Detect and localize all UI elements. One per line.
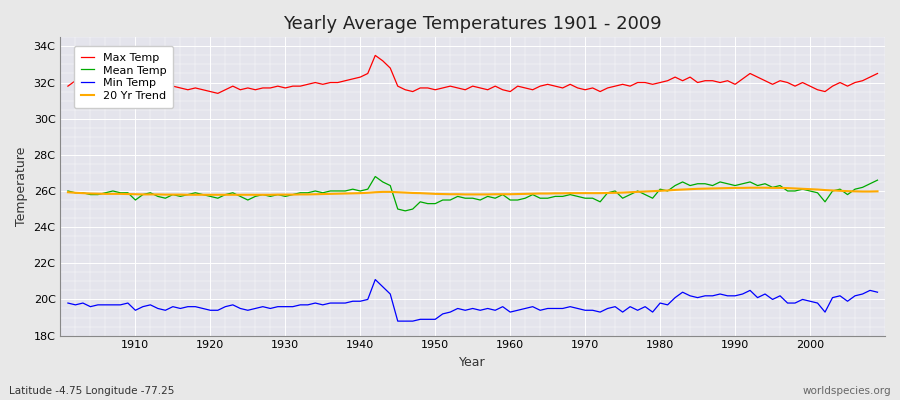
Mean Temp: [512, 198, 523, 202]
Min Temp: [520, 306, 531, 311]
Mean Temp: [287, 192, 298, 197]
Line: Min Temp: Min Temp: [68, 280, 878, 321]
Max Temp: [295, 84, 306, 88]
Line: Mean Temp: Mean Temp: [68, 176, 878, 211]
Mean Temp: [332, 188, 343, 193]
20 Yr Trend: [602, 190, 613, 195]
Legend: Max Temp, Mean Temp, Min Temp, 20 Yr Trend: Max Temp, Mean Temp, Min Temp, 20 Yr Tre…: [74, 46, 174, 108]
Min Temp: [370, 277, 381, 282]
20 Yr Trend: [512, 192, 523, 196]
20 Yr Trend: [744, 185, 755, 190]
Min Temp: [872, 290, 883, 295]
Mean Temp: [872, 178, 883, 182]
Text: Latitude -4.75 Longitude -77.25: Latitude -4.75 Longitude -77.25: [9, 386, 175, 396]
20 Yr Trend: [122, 192, 133, 196]
Y-axis label: Temperature: Temperature: [15, 147, 28, 226]
20 Yr Trend: [295, 192, 306, 197]
Title: Yearly Average Temperatures 1901 - 2009: Yearly Average Temperatures 1901 - 2009: [284, 15, 662, 33]
X-axis label: Year: Year: [459, 356, 486, 369]
Max Temp: [872, 71, 883, 76]
Min Temp: [122, 301, 133, 306]
Max Temp: [122, 84, 133, 88]
Min Temp: [332, 301, 343, 306]
Line: Max Temp: Max Temp: [68, 56, 878, 93]
Mean Temp: [400, 208, 410, 213]
Min Temp: [512, 308, 523, 313]
Mean Temp: [62, 188, 73, 193]
20 Yr Trend: [62, 190, 73, 195]
Mean Temp: [370, 174, 381, 179]
Max Temp: [62, 84, 73, 88]
20 Yr Trend: [505, 192, 516, 197]
Max Temp: [512, 84, 523, 88]
20 Yr Trend: [183, 192, 194, 197]
Min Temp: [62, 301, 73, 306]
Min Temp: [392, 319, 403, 324]
Max Temp: [609, 84, 620, 88]
Max Temp: [340, 78, 351, 83]
20 Yr Trend: [340, 191, 351, 196]
Mean Temp: [609, 188, 620, 193]
Max Temp: [160, 91, 171, 96]
20 Yr Trend: [872, 189, 883, 194]
Mean Temp: [520, 196, 531, 201]
Line: 20 Yr Trend: 20 Yr Trend: [68, 188, 878, 195]
Text: worldspecies.org: worldspecies.org: [803, 386, 891, 396]
Mean Temp: [122, 190, 133, 195]
Max Temp: [520, 86, 531, 90]
Min Temp: [287, 304, 298, 309]
Max Temp: [370, 53, 381, 58]
Min Temp: [609, 304, 620, 309]
